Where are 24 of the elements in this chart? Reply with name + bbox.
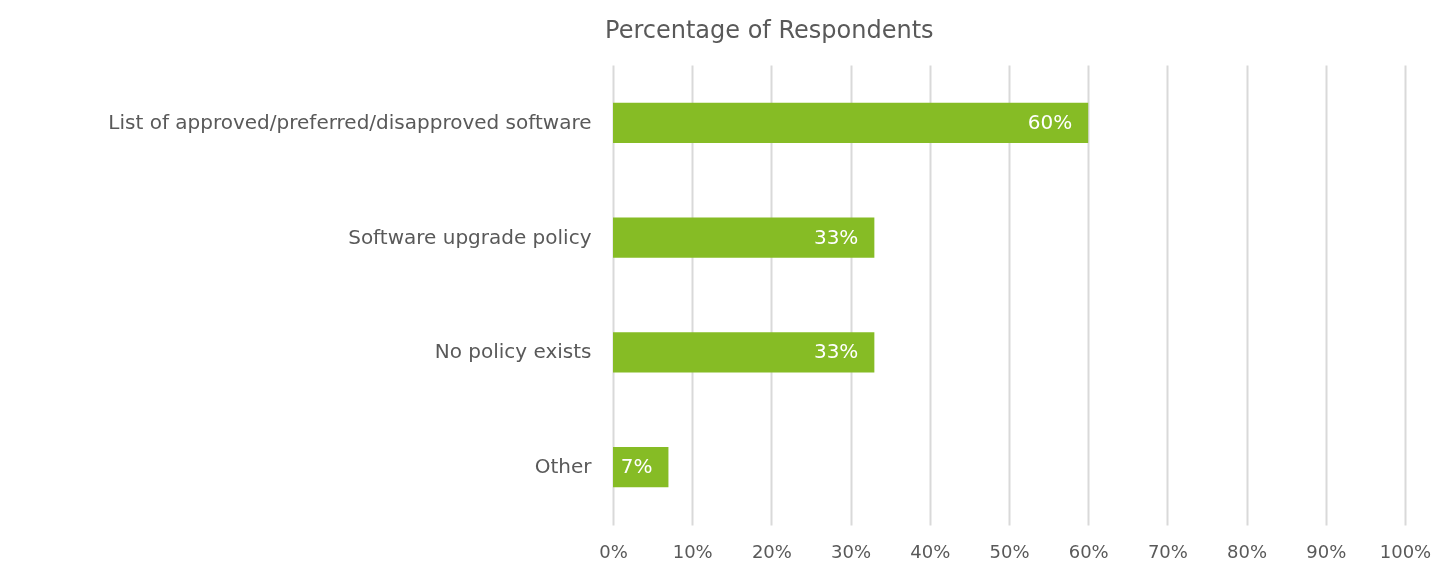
- data-label: 33%: [813, 339, 859, 364]
- data-label: 7%: [620, 454, 653, 479]
- bar: [613, 447, 669, 488]
- y-tick-label: Other: [534, 454, 593, 479]
- x-tick-label: 30%: [831, 540, 872, 562]
- x-tick-label: 60%: [1068, 540, 1109, 562]
- x-tick-label: 0%: [599, 540, 628, 562]
- x-tick-label: 80%: [1227, 540, 1268, 562]
- data-label: 60%: [1027, 109, 1073, 134]
- data-label: 33%: [813, 224, 859, 249]
- y-tick-label: No policy exists: [434, 339, 592, 364]
- y-tick-label: List of approved/preferred/disapproved software: [108, 109, 592, 134]
- x-tick-label: 70%: [1147, 540, 1188, 562]
- x-tick-label: 50%: [989, 540, 1030, 562]
- bar: [613, 332, 875, 373]
- x-tick-label: 90%: [1306, 540, 1347, 562]
- y-tick-label: Software upgrade policy: [348, 224, 592, 249]
- x-tick-label: 10%: [672, 540, 713, 562]
- x-tick-label: 40%: [910, 540, 951, 562]
- x-tick-label: 20%: [751, 540, 792, 562]
- bar: [613, 102, 1089, 143]
- chart-title: Percentage of Respondents: [605, 16, 934, 44]
- x-tick-label: 100%: [1379, 540, 1432, 562]
- bar: [613, 217, 875, 258]
